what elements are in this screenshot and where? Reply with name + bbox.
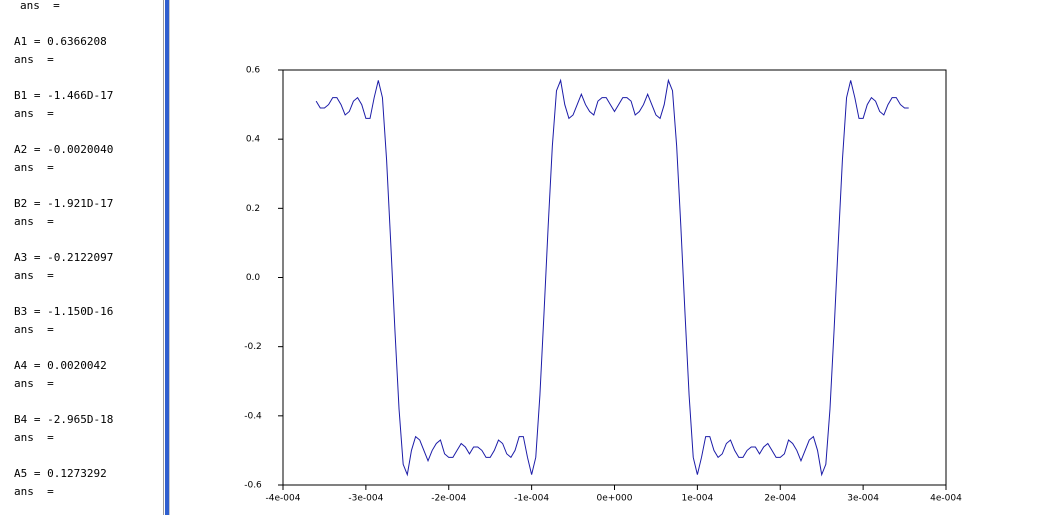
console-line: A3 = -0.2122097 xyxy=(14,251,114,264)
console-line: A4 = 0.0020042 xyxy=(14,359,107,372)
y-tick-label: 0.6 xyxy=(246,66,261,76)
separator xyxy=(169,0,170,515)
y-tick-label: -0.4 xyxy=(244,411,262,421)
console-line: B2 = -1.921D-17 xyxy=(14,197,114,210)
x-tick-label: 3e-004 xyxy=(847,494,879,504)
y-tick-label: 0.2 xyxy=(246,204,260,214)
data-line xyxy=(315,78,909,477)
console-line: ans = xyxy=(14,53,54,66)
console-line: ans = xyxy=(14,107,54,120)
console-line: B4 = -2.965D-18 xyxy=(14,413,114,426)
console-line: ans = xyxy=(14,161,54,174)
x-tick-label: -3e-004 xyxy=(348,494,383,504)
y-tick-label: -0.2 xyxy=(244,342,262,352)
x-tick-label: -2e-004 xyxy=(431,494,466,504)
plot-frame xyxy=(282,69,947,486)
console-line: ans = xyxy=(20,0,60,12)
console-panel: ans = A1 = 0.6366208 ans = B1 = -1.466D-17 a… xyxy=(0,0,164,515)
x-tick-label: 0e+000 xyxy=(597,494,633,504)
console-line: ans = xyxy=(14,485,54,498)
console-line: ans = xyxy=(14,215,54,228)
console-line: ans = xyxy=(14,323,54,336)
x-tick-label: -1e-004 xyxy=(514,494,549,504)
y-tick-label: -0.6 xyxy=(244,481,262,491)
console-line: ans = xyxy=(14,269,54,282)
console-line: A2 = -0.0020040 xyxy=(14,143,114,156)
x-tick-label: 1e-004 xyxy=(682,494,714,504)
y-tick-label: 0.0 xyxy=(246,273,261,283)
x-tick-label: 2e-004 xyxy=(764,494,796,504)
scroll-bar[interactable] xyxy=(165,0,169,515)
console-line: A5 = 0.1273292 xyxy=(14,467,107,480)
x-tick-label: -4e-004 xyxy=(266,494,301,504)
console-line: B3 = -1.150D-16 xyxy=(14,305,114,318)
console-line: B1 = -1.466D-17 xyxy=(14,89,114,102)
x-tick-label: 4e-004 xyxy=(930,494,962,504)
y-tick-label: 0.4 xyxy=(246,135,261,145)
console-line: A1 = 0.6366208 xyxy=(14,35,107,48)
console-line: ans = xyxy=(14,431,54,444)
console-line: ans = xyxy=(14,377,54,390)
